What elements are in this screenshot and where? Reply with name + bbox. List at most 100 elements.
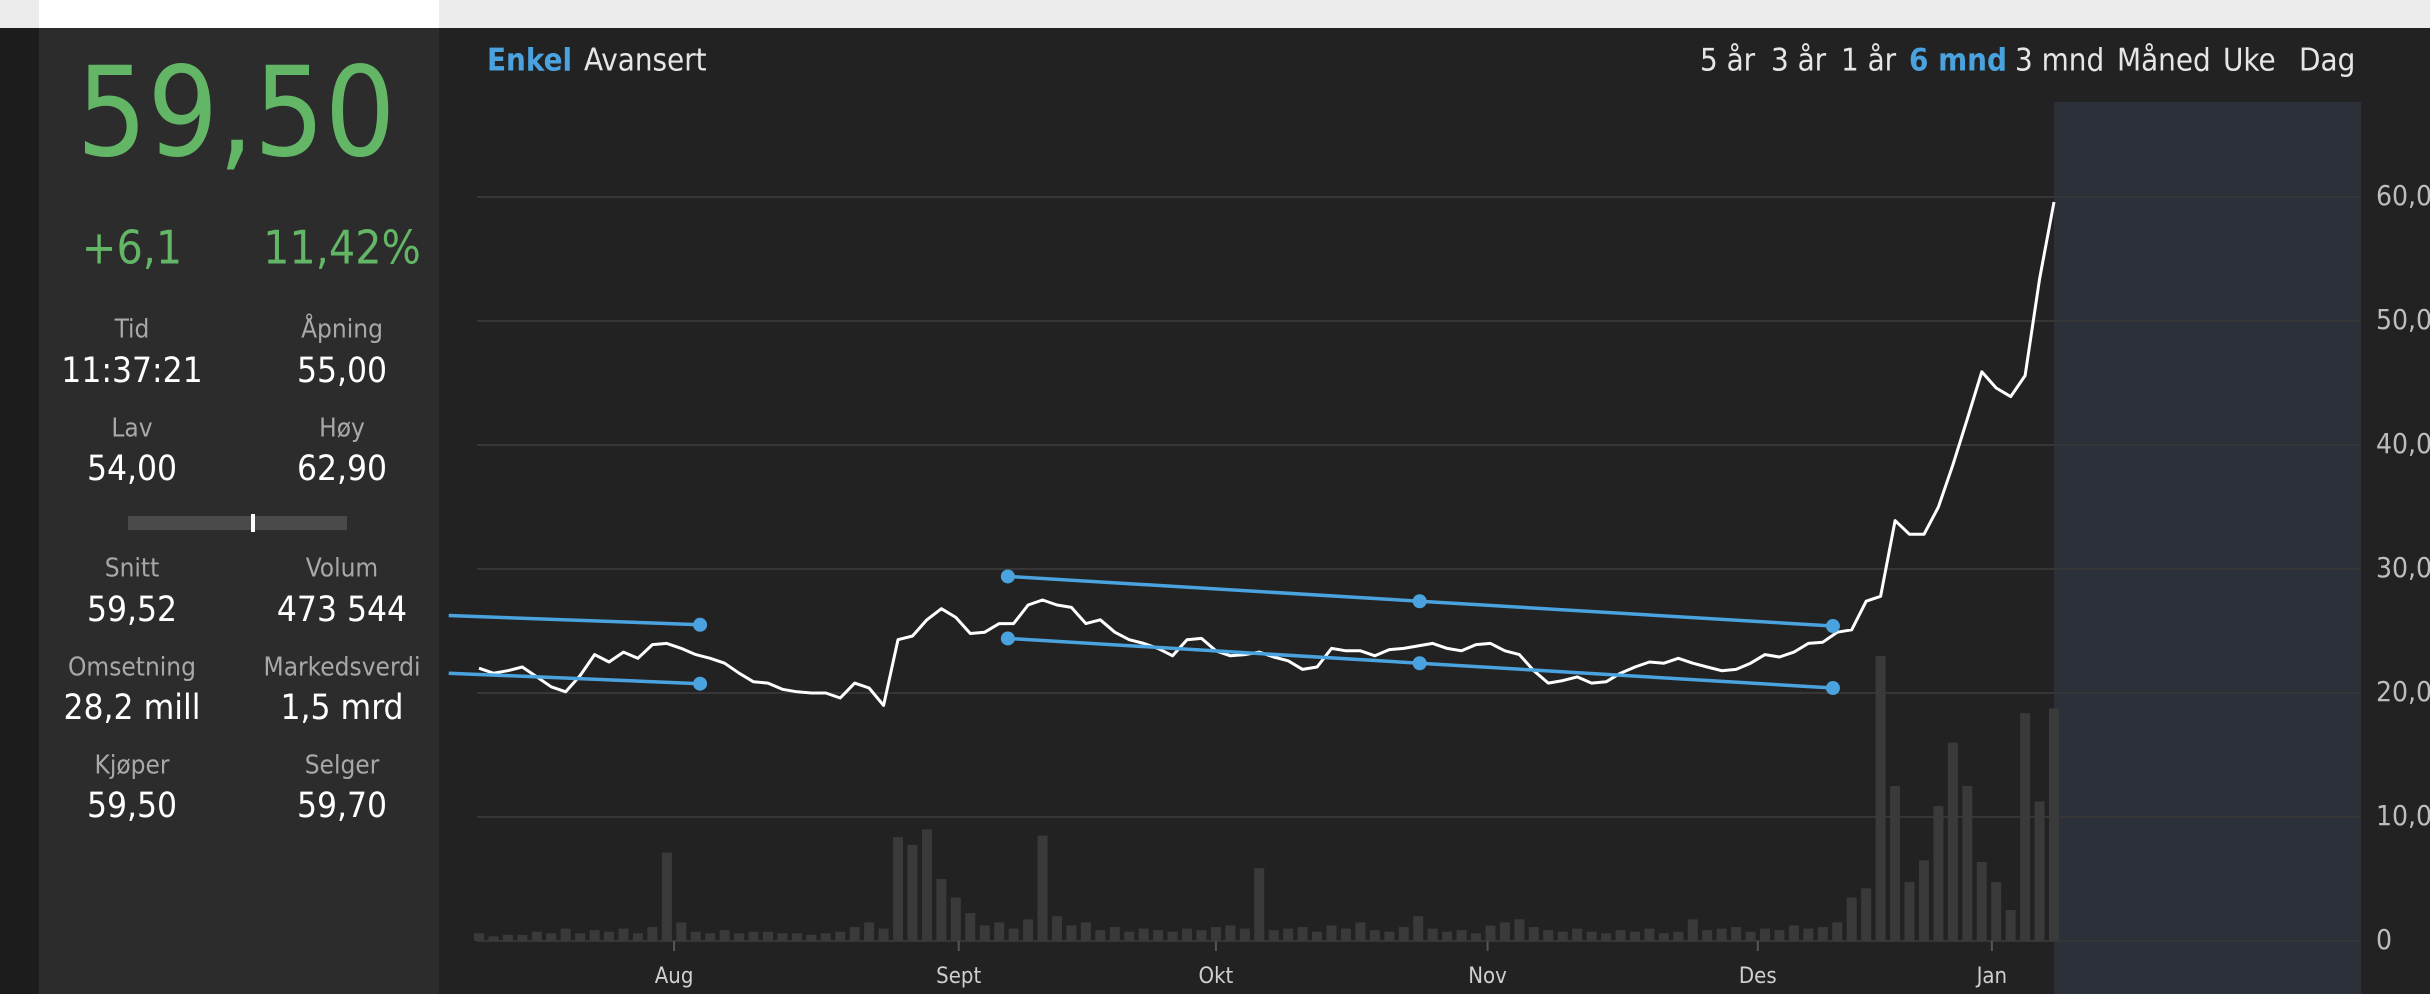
volume-bar (1557, 931, 1568, 941)
volume-bar (1644, 928, 1655, 941)
stat-value: 59,70 (297, 786, 387, 826)
x-tick-label: Aug (655, 964, 694, 989)
trend-handle[interactable] (693, 676, 708, 691)
y-tick-label: 30,0 (2376, 551, 2430, 584)
stat-value: 62,90 (297, 449, 387, 489)
stat-label: Volum (306, 554, 378, 584)
volume-bar (1658, 933, 1669, 941)
stat-value: 473 544 (277, 590, 407, 630)
volume-bar (835, 931, 846, 941)
volume-bar (1991, 882, 2002, 941)
volume-bar (1788, 925, 1799, 941)
volume-bar (1572, 928, 1583, 941)
stat-label: Åpning (301, 313, 383, 345)
volume-bar (1326, 925, 1337, 941)
volume-bar (806, 934, 817, 941)
volume-bar (661, 852, 672, 941)
stat-value: 28,2 mill (63, 688, 200, 728)
volume-bar (1976, 861, 1987, 941)
volume-bar (950, 897, 961, 941)
period-tab[interactable]: Måned (2117, 43, 2211, 79)
volume-bar (1485, 925, 1496, 941)
volume-bar (2049, 708, 2059, 941)
change-percent: 11,42% (263, 221, 421, 275)
trend-handle[interactable] (693, 617, 708, 632)
period-tab[interactable]: 6 mnd (1909, 43, 2007, 79)
volume-bar (1008, 928, 1019, 941)
period-tab[interactable]: 5 år (1700, 43, 1756, 79)
trend-handle[interactable] (1000, 569, 1015, 584)
volume-bar (1066, 925, 1077, 941)
x-tick-label: Sept (936, 964, 981, 989)
volume-bar (647, 927, 658, 941)
volume-bar (921, 829, 932, 941)
period-tab[interactable]: Uke (2223, 43, 2276, 79)
volume-bar (1745, 931, 1756, 941)
volume-bar (575, 933, 586, 941)
volume-bar (618, 928, 629, 941)
volume-bar (690, 931, 701, 941)
volume-bar (1673, 931, 1684, 941)
y-tick-label: 60,0 (2376, 179, 2430, 212)
volume-bar (1268, 930, 1279, 941)
volume-bar (1427, 928, 1438, 941)
period-tab[interactable]: 3 år (1771, 43, 1827, 79)
volume-bar (907, 844, 918, 941)
volume-bar (1138, 928, 1149, 941)
trend-handle[interactable] (1825, 681, 1840, 696)
volume-bar (1369, 930, 1380, 941)
y-tick-label: 20,0 (2376, 675, 2430, 708)
volume-bar (1442, 931, 1453, 941)
volume-bar (965, 913, 976, 941)
volume-bar (1340, 928, 1351, 941)
trend-handle[interactable] (1000, 631, 1015, 646)
volume-bar (474, 933, 484, 941)
volume-bar (1962, 786, 1973, 941)
period-tab[interactable]: Dag (2299, 43, 2355, 79)
volume-bar (791, 933, 802, 941)
volume-bar (517, 934, 528, 941)
volume-bar (1832, 922, 1843, 941)
volume-bar (488, 936, 499, 941)
volume-bar (502, 934, 513, 941)
trend-line[interactable] (448, 613, 701, 627)
volume-bar (1109, 927, 1120, 941)
volume-bar (1514, 919, 1525, 941)
stat-value: 54,00 (87, 449, 177, 489)
change: +6,1 (82, 221, 182, 275)
stat-value: 59,52 (87, 590, 177, 630)
range-marker (251, 514, 255, 532)
trend-handle[interactable] (1825, 619, 1840, 634)
volume-bar (1933, 806, 1944, 941)
volume-bar (719, 930, 730, 941)
volume-bar (2034, 801, 2045, 941)
volume-bar (1731, 927, 1742, 941)
stat-label: Markedsverdi (264, 653, 421, 683)
volume-bar (748, 931, 759, 941)
volume-bar (1890, 786, 1901, 941)
stat-value: 1,5 mrd (280, 688, 403, 728)
mode-tab[interactable]: Enkel (487, 43, 572, 79)
volume-bar (1080, 922, 1091, 941)
volume-bar (1760, 928, 1771, 941)
volume-bar (1254, 868, 1265, 941)
trend-handle[interactable] (1412, 594, 1427, 609)
volume-bar (1384, 931, 1395, 941)
period-tab[interactable]: 3 mnd (2015, 43, 2104, 79)
trend-handle[interactable] (1412, 656, 1427, 671)
y-tick-label: 10,0 (2376, 799, 2430, 832)
stat-value: 11:37:21 (61, 351, 202, 391)
volume-bar (1196, 930, 1207, 941)
volume-bar (1095, 930, 1106, 941)
trend-line[interactable] (448, 671, 701, 686)
mode-tab[interactable]: Avansert (584, 43, 707, 79)
sidebar (39, 28, 439, 994)
period-tab[interactable]: 1 år (1841, 43, 1897, 79)
volume-bar (1210, 927, 1221, 941)
volume-bar (1153, 930, 1164, 941)
volume-bar (1355, 922, 1366, 941)
volume-bar (705, 933, 716, 941)
volume-bar (936, 879, 947, 941)
volume-bar (1051, 916, 1062, 941)
